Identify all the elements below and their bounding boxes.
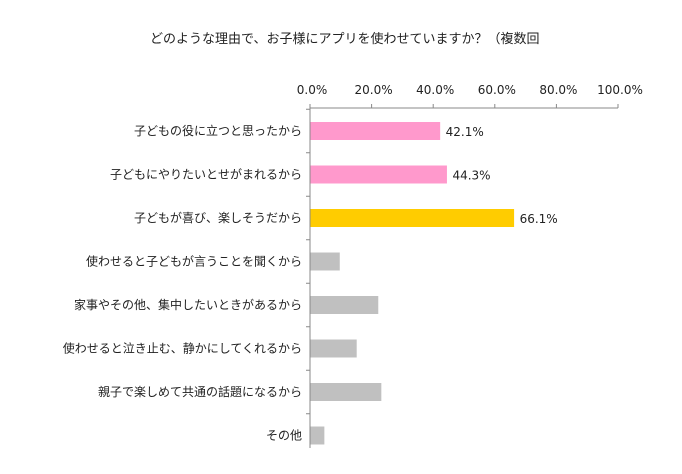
category-label: 子どもが喜び、楽しそうだから bbox=[134, 210, 302, 225]
x-tick-label: 40.0% bbox=[416, 83, 454, 97]
chart-title: どのような理由で、お子様にアプリを使わせていますか？（複数回 bbox=[150, 32, 540, 47]
bar bbox=[310, 209, 515, 227]
category-label: 子どもにやりたいとせがまれるから bbox=[110, 167, 302, 182]
x-tick-label: 80.0% bbox=[539, 83, 577, 97]
bar bbox=[310, 252, 340, 271]
category-label: 親子で楽しめて共通の話題になるから bbox=[98, 384, 302, 399]
category-label: 使わせると泣き止む、静かにしてくれるから bbox=[63, 341, 302, 356]
x-tick-label: 20.0% bbox=[355, 83, 393, 97]
bar bbox=[310, 383, 382, 401]
bar bbox=[310, 165, 447, 184]
category-label: その他 bbox=[266, 429, 302, 443]
bar bbox=[310, 296, 379, 314]
bar bbox=[310, 122, 441, 140]
x-tick-label: 60.0% bbox=[478, 83, 516, 97]
data-label: 42.1% bbox=[446, 125, 484, 139]
x-tick-label: 100.0% bbox=[597, 83, 643, 97]
data-label: 66.1% bbox=[520, 212, 558, 226]
bar bbox=[310, 426, 325, 445]
data-label: 44.3% bbox=[452, 169, 490, 183]
category-label: 子どもの役に立つと思ったから bbox=[134, 123, 302, 138]
category-label: 使わせると子どもが言うことを聞くから bbox=[86, 254, 302, 269]
x-tick-label: 0.0% bbox=[297, 83, 328, 97]
category-label: 家事やその他、集中したいときがあるから bbox=[74, 297, 302, 312]
bar bbox=[310, 339, 357, 358]
